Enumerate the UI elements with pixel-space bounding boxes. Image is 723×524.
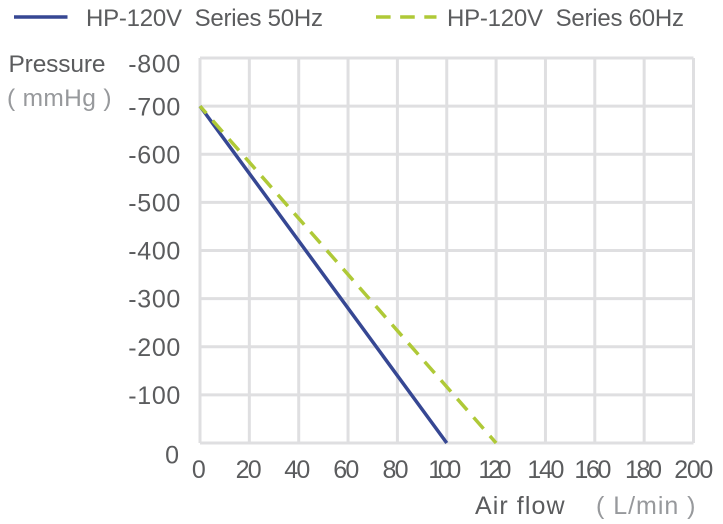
svg-text:-300: -300 [128, 286, 180, 314]
svg-text:0: 0 [165, 442, 179, 470]
svg-text:40: 40 [284, 456, 310, 484]
svg-text:-500: -500 [128, 190, 180, 218]
svg-text:HP-120V Series 50Hz: HP-120V Series 50Hz [86, 5, 323, 32]
svg-text:-800: -800 [128, 51, 180, 79]
svg-text:80: 80 [383, 456, 409, 484]
svg-text:140: 140 [527, 456, 564, 484]
svg-text:-100: -100 [128, 382, 180, 410]
svg-text:180: 180 [625, 456, 662, 484]
svg-text:160: 160 [574, 456, 611, 484]
svg-text:60: 60 [333, 456, 359, 484]
svg-text:-700: -700 [128, 93, 180, 121]
svg-text:( mmHg ): ( mmHg ) [7, 85, 112, 112]
svg-text:0: 0 [192, 456, 206, 484]
svg-text:-600: -600 [128, 141, 180, 169]
svg-text:Air flow: Air flow [475, 492, 565, 520]
svg-text:200: 200 [674, 456, 713, 484]
svg-text:( L/min ): ( L/min ) [596, 492, 696, 520]
svg-text:20: 20 [236, 456, 262, 484]
svg-text:100: 100 [428, 456, 461, 484]
svg-text:Pressure: Pressure [9, 51, 106, 78]
svg-text:HP-120V Series 60Hz: HP-120V Series 60Hz [447, 5, 684, 32]
svg-text:120: 120 [478, 456, 511, 484]
svg-text:-400: -400 [128, 238, 180, 266]
svg-text:-200: -200 [128, 334, 180, 362]
